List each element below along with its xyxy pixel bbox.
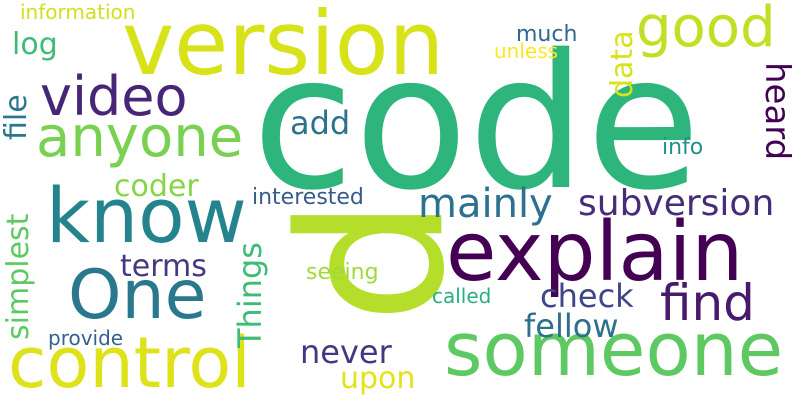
word-information: information: [20, 0, 136, 24]
word-provide: provide: [48, 326, 124, 350]
word-version: version: [122, 0, 445, 95]
word-upon: upon: [340, 361, 416, 396]
word-check: check: [540, 277, 634, 315]
word-things: Things: [231, 242, 269, 348]
word-never: never: [300, 333, 392, 371]
word-much: much: [516, 22, 578, 47]
word-explain: explain: [446, 205, 744, 300]
word-video: video: [40, 65, 188, 128]
word-subversion: subversion: [578, 183, 775, 224]
word-find: find: [660, 274, 755, 332]
word-fellow: fellow: [524, 307, 619, 345]
word-know: know: [46, 171, 247, 260]
word-add: add: [290, 104, 351, 142]
word-file: file: [0, 94, 34, 140]
word-info: info: [662, 135, 704, 160]
word-anyone: anyone: [36, 105, 244, 170]
word-simplest: simplest: [1, 213, 36, 340]
word-terms: terms: [120, 249, 207, 284]
word-code: code: [252, 14, 701, 231]
word-unless: unless: [494, 39, 559, 63]
word-control: control: [8, 322, 251, 400]
word-someone: someone: [444, 307, 784, 393]
word-heard: heard: [757, 62, 797, 161]
word-one: One: [68, 256, 207, 335]
word-coder: coder: [114, 169, 199, 204]
word-log: log: [12, 27, 58, 62]
word-mainly: mainly: [418, 181, 553, 227]
word-called: called: [432, 284, 492, 308]
word-data: data: [605, 30, 640, 98]
word-good: good: [636, 0, 776, 60]
word-interested: interested: [252, 185, 364, 210]
word-seeing: seeing: [306, 260, 379, 285]
